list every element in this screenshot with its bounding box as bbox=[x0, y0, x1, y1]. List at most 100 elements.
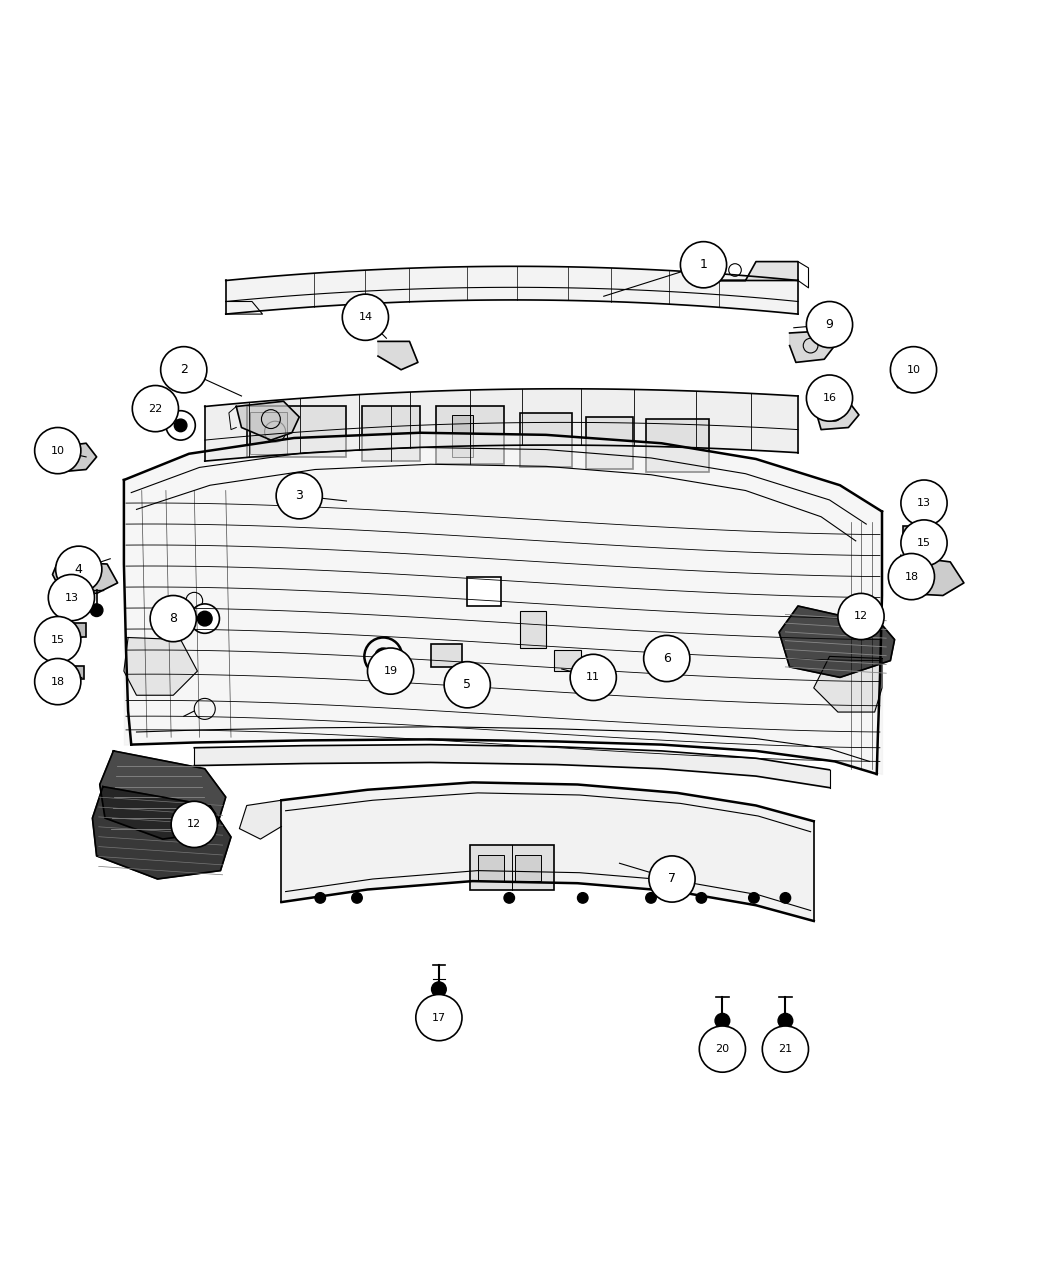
Bar bbox=[250, 412, 287, 454]
Text: 13: 13 bbox=[64, 593, 79, 603]
Polygon shape bbox=[814, 657, 882, 711]
Text: 14: 14 bbox=[358, 312, 373, 323]
Circle shape bbox=[190, 604, 219, 634]
Bar bbox=[470, 845, 554, 890]
Circle shape bbox=[150, 595, 196, 641]
Polygon shape bbox=[779, 606, 895, 677]
Circle shape bbox=[504, 892, 514, 903]
Text: 3: 3 bbox=[295, 490, 303, 502]
Polygon shape bbox=[898, 556, 964, 595]
Circle shape bbox=[171, 801, 217, 848]
Circle shape bbox=[806, 301, 853, 348]
Polygon shape bbox=[236, 402, 299, 440]
Text: 15: 15 bbox=[50, 635, 65, 645]
Circle shape bbox=[161, 347, 207, 393]
Bar bbox=[586, 417, 633, 469]
Text: 21: 21 bbox=[778, 1044, 793, 1054]
Text: 16: 16 bbox=[822, 393, 837, 403]
Circle shape bbox=[368, 648, 414, 694]
Text: 19: 19 bbox=[383, 666, 398, 676]
Bar bbox=[903, 527, 926, 541]
Bar bbox=[362, 407, 420, 462]
Circle shape bbox=[806, 375, 853, 421]
Circle shape bbox=[416, 994, 462, 1040]
Circle shape bbox=[649, 856, 695, 903]
Text: 10: 10 bbox=[50, 445, 65, 455]
Bar bbox=[452, 414, 472, 456]
Circle shape bbox=[696, 892, 707, 903]
Circle shape bbox=[375, 648, 392, 664]
Text: 20: 20 bbox=[715, 1044, 730, 1054]
Bar bbox=[520, 413, 572, 468]
Circle shape bbox=[48, 575, 94, 621]
Circle shape bbox=[35, 658, 81, 705]
Text: 9: 9 bbox=[825, 317, 834, 332]
Circle shape bbox=[432, 982, 446, 997]
Text: 22: 22 bbox=[148, 404, 163, 413]
Circle shape bbox=[35, 427, 81, 474]
Text: 15: 15 bbox=[917, 538, 931, 548]
Bar bbox=[478, 854, 504, 881]
Circle shape bbox=[90, 604, 103, 617]
Circle shape bbox=[780, 892, 791, 903]
Circle shape bbox=[132, 385, 179, 432]
Text: 18: 18 bbox=[904, 571, 919, 581]
Circle shape bbox=[901, 520, 947, 566]
Text: 18: 18 bbox=[50, 677, 65, 687]
Bar bbox=[514, 854, 541, 881]
Text: 13: 13 bbox=[917, 499, 931, 509]
Text: 11: 11 bbox=[586, 672, 601, 682]
Circle shape bbox=[342, 295, 388, 340]
Circle shape bbox=[352, 892, 362, 903]
Bar bbox=[554, 650, 581, 671]
Bar bbox=[63, 622, 86, 638]
Circle shape bbox=[197, 611, 212, 626]
Circle shape bbox=[276, 473, 322, 519]
Polygon shape bbox=[92, 787, 231, 878]
Text: 6: 6 bbox=[663, 652, 671, 666]
Polygon shape bbox=[817, 402, 859, 430]
Bar bbox=[646, 419, 709, 472]
Text: 1: 1 bbox=[699, 259, 708, 272]
Circle shape bbox=[56, 546, 102, 593]
Circle shape bbox=[838, 593, 884, 640]
Polygon shape bbox=[58, 444, 97, 472]
Bar bbox=[467, 576, 501, 606]
FancyBboxPatch shape bbox=[247, 407, 346, 456]
Circle shape bbox=[444, 662, 490, 708]
Circle shape bbox=[680, 242, 727, 288]
Polygon shape bbox=[239, 801, 281, 839]
Circle shape bbox=[749, 892, 759, 903]
Bar bbox=[63, 666, 84, 680]
Circle shape bbox=[890, 347, 937, 393]
Circle shape bbox=[778, 1014, 793, 1028]
Text: 12: 12 bbox=[187, 820, 202, 830]
Bar bbox=[903, 571, 924, 585]
Text: 10: 10 bbox=[906, 365, 921, 375]
Circle shape bbox=[570, 654, 616, 700]
Circle shape bbox=[762, 1026, 808, 1072]
Circle shape bbox=[315, 892, 326, 903]
Text: 8: 8 bbox=[169, 612, 177, 625]
Polygon shape bbox=[892, 360, 932, 388]
Circle shape bbox=[174, 419, 187, 432]
Polygon shape bbox=[52, 562, 118, 593]
Circle shape bbox=[912, 520, 925, 533]
Polygon shape bbox=[693, 261, 798, 280]
Polygon shape bbox=[378, 342, 418, 370]
Text: 12: 12 bbox=[854, 612, 868, 621]
Polygon shape bbox=[790, 332, 835, 362]
Circle shape bbox=[699, 1026, 746, 1072]
Text: 2: 2 bbox=[180, 363, 188, 376]
Circle shape bbox=[644, 635, 690, 682]
Circle shape bbox=[901, 479, 947, 527]
Polygon shape bbox=[124, 638, 197, 695]
Circle shape bbox=[715, 1014, 730, 1028]
Circle shape bbox=[888, 553, 934, 599]
Text: 7: 7 bbox=[668, 872, 676, 886]
Bar bbox=[430, 644, 462, 667]
Circle shape bbox=[578, 892, 588, 903]
Polygon shape bbox=[100, 751, 226, 839]
Bar bbox=[436, 407, 504, 464]
Circle shape bbox=[35, 617, 81, 663]
